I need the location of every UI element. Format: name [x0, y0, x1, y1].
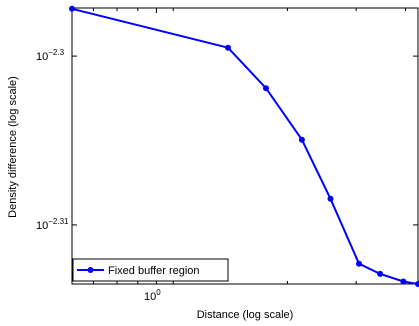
y-tick-label: 10−2.31 [36, 217, 69, 232]
data-point [400, 278, 407, 285]
legend-box [72, 258, 229, 282]
data-point [298, 136, 305, 143]
plot-border [71, 7, 419, 285]
y-axis-title: Density difference (log scale) [7, 76, 19, 218]
data-point [327, 195, 334, 202]
data-point [69, 5, 75, 12]
data-point [415, 281, 419, 287]
x-axis-title: Distance (log scale) [197, 309, 294, 321]
x-tick-label: 100 [144, 288, 161, 303]
series-layer [69, 5, 419, 287]
data-point [377, 270, 384, 277]
legend: Fixed buffer region [72, 258, 229, 282]
y-tick-label: 10−2.3 [36, 48, 65, 63]
data-point [356, 260, 362, 267]
series-line-0 [71, 7, 419, 285]
plot-frame [71, 7, 419, 285]
legend-marker-sample [87, 267, 94, 273]
data-point [225, 44, 231, 51]
data-point [263, 85, 269, 92]
legend-label: Fixed buffer region [108, 265, 200, 277]
